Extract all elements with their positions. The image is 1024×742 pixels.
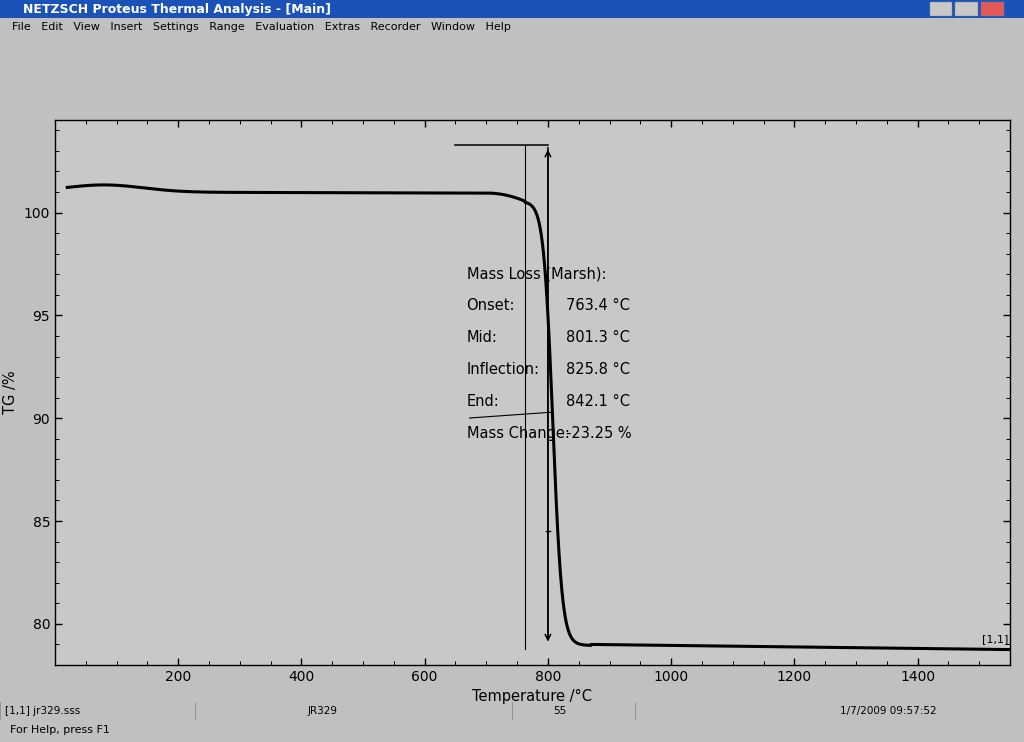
Text: 801.3 °C: 801.3 °C xyxy=(566,330,630,345)
Text: [1,1] jr329.sss: [1,1] jr329.sss xyxy=(5,706,80,716)
Text: JR329: JR329 xyxy=(307,706,337,716)
Text: Mass Loss (Marsh):: Mass Loss (Marsh): xyxy=(467,266,606,281)
Text: Inflection:: Inflection: xyxy=(467,362,540,377)
X-axis label: Temperature /°C: Temperature /°C xyxy=(472,689,593,704)
Bar xyxy=(955,1,978,16)
Text: 55: 55 xyxy=(553,706,566,716)
Text: Onset:: Onset: xyxy=(467,298,515,313)
Text: 842.1 °C: 842.1 °C xyxy=(566,394,631,409)
Bar xyxy=(930,1,952,16)
Text: -23.25 %: -23.25 % xyxy=(566,426,632,441)
Text: 825.8 °C: 825.8 °C xyxy=(566,362,631,377)
Text: End:: End: xyxy=(467,394,500,409)
Text: 763.4 °C: 763.4 °C xyxy=(566,298,630,313)
Text: Mid:: Mid: xyxy=(467,330,498,345)
Text: [1,1]: [1,1] xyxy=(982,634,1009,644)
Text: 1/7/2009 09:57:52: 1/7/2009 09:57:52 xyxy=(840,706,936,716)
Y-axis label: TG /%: TG /% xyxy=(3,371,18,414)
Bar xyxy=(981,1,1004,16)
Text: Mass Change:: Mass Change: xyxy=(467,426,569,441)
Text: File   Edit   View   Insert   Settings   Range   Evaluation   Extras   Recorder : File Edit View Insert Settings Range Eva… xyxy=(12,22,511,31)
Text: NETZSCH Proteus Thermal Analysis - [Main]: NETZSCH Proteus Thermal Analysis - [Main… xyxy=(23,2,331,16)
Text: For Help, press F1: For Help, press F1 xyxy=(10,725,111,735)
